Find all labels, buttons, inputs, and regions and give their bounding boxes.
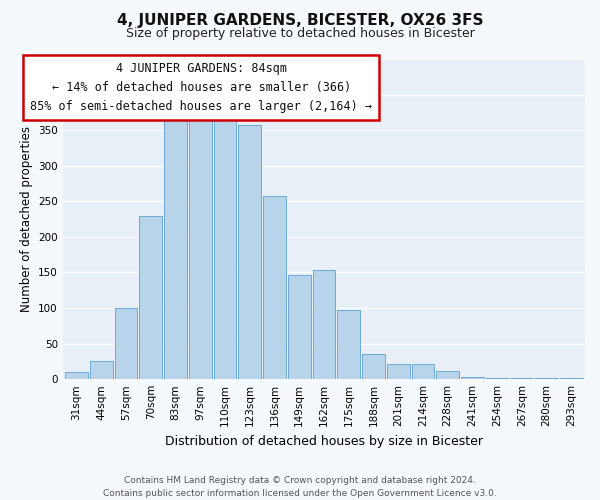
- Bar: [65, 372, 88, 379]
- Text: 4, JUNIPER GARDENS, BICESTER, OX26 3FS: 4, JUNIPER GARDENS, BICESTER, OX26 3FS: [117, 12, 483, 28]
- Bar: [313, 270, 335, 379]
- Bar: [214, 114, 236, 379]
- Bar: [362, 354, 385, 379]
- Text: Size of property relative to detached houses in Bicester: Size of property relative to detached ho…: [125, 28, 475, 40]
- Bar: [164, 120, 187, 379]
- Bar: [139, 216, 162, 379]
- Bar: [90, 362, 113, 379]
- Text: Contains HM Land Registry data © Crown copyright and database right 2024.
Contai: Contains HM Land Registry data © Crown c…: [103, 476, 497, 498]
- Bar: [535, 378, 558, 379]
- Bar: [189, 116, 212, 379]
- Bar: [560, 378, 583, 379]
- Bar: [238, 125, 261, 379]
- Bar: [436, 372, 459, 379]
- Y-axis label: Number of detached properties: Number of detached properties: [20, 126, 32, 312]
- Bar: [486, 378, 509, 379]
- Text: 4 JUNIPER GARDENS: 84sqm
← 14% of detached houses are smaller (366)
85% of semi-: 4 JUNIPER GARDENS: 84sqm ← 14% of detach…: [30, 62, 372, 113]
- Bar: [337, 310, 360, 379]
- Bar: [263, 196, 286, 379]
- Bar: [387, 364, 410, 379]
- Bar: [288, 274, 311, 379]
- Bar: [511, 378, 533, 379]
- X-axis label: Distribution of detached houses by size in Bicester: Distribution of detached houses by size …: [165, 434, 483, 448]
- Bar: [115, 308, 137, 379]
- Bar: [461, 377, 484, 379]
- Bar: [412, 364, 434, 379]
